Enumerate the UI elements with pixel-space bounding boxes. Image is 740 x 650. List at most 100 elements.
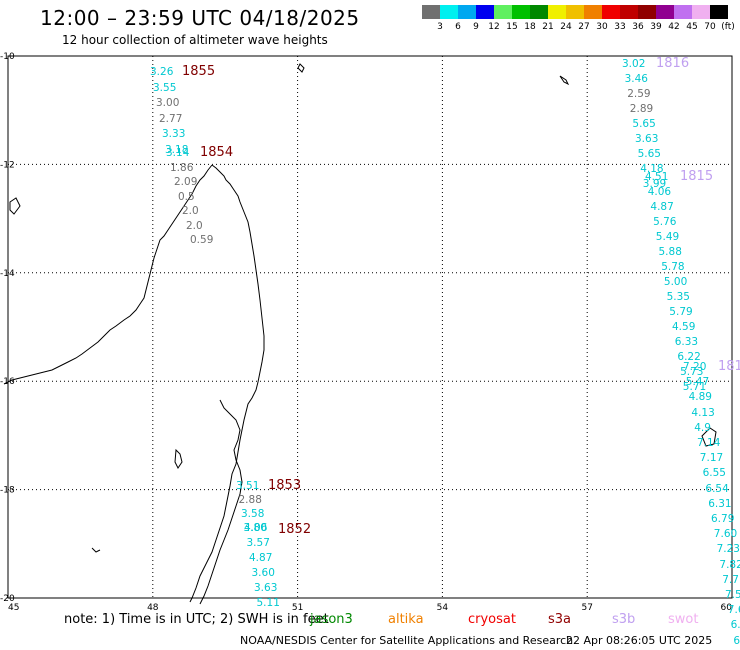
scale-label: 9 — [473, 22, 479, 32]
wave-height-label: 7.20 — [683, 361, 707, 373]
wave-height-label: 3.18 — [165, 143, 189, 156]
wave-height-label: 3.63 — [635, 133, 659, 145]
scale-label: 18 — [524, 22, 536, 32]
scale-swatch — [620, 5, 638, 19]
wave-height-label: 0.5 — [178, 190, 195, 203]
scale-label: 33 — [614, 22, 626, 32]
wave-height-label: 3.80 — [243, 522, 267, 534]
longitude-tick-label: 60 — [721, 603, 733, 613]
wave-height-label: 4.51 — [645, 171, 669, 183]
wave-height-label: 4.87 — [650, 201, 674, 213]
satellite-altika-label: altika — [388, 612, 424, 627]
wave-height-label: 6.79 — [711, 513, 735, 525]
scale-swatch — [656, 5, 674, 19]
wave-height-label: 3.55 — [153, 81, 177, 94]
satellite-s3b-label: s3b — [612, 612, 636, 627]
satellite-swot-label: swot — [668, 612, 699, 627]
track-time-label: 1815 — [680, 169, 714, 184]
satellite-jason3-label: jason3 — [310, 612, 353, 627]
wave-height-label: 4.18 — [640, 163, 664, 175]
wave-height-label: 5.49 — [655, 231, 680, 243]
wave-height-label: 4.06 — [647, 186, 672, 198]
scale-label: 24 — [560, 22, 572, 32]
wave-height-label: 3.14 — [166, 147, 190, 159]
scale-swatch — [476, 5, 494, 19]
wave-height-label: 3.26 — [150, 66, 174, 78]
scale-swatch — [674, 5, 692, 19]
wave-height-label: 7.17 — [699, 452, 724, 465]
scale-swatch — [638, 5, 656, 19]
madagascar-west-coast — [3, 164, 213, 385]
wave-height-label: 6.9 — [730, 619, 740, 632]
wave-height-label: 6.33 — [674, 336, 699, 348]
wave-height-label: 5.88 — [658, 246, 682, 258]
wave-height-label: 3.63 — [254, 582, 278, 594]
mayotte-island — [174, 448, 183, 469]
generated-timestamp: 22 Apr 08:26:05 UTC 2025 — [566, 634, 713, 647]
wave-height-label: 4.59 — [672, 321, 696, 333]
wave-height-label: 7.14 — [697, 437, 721, 449]
scale-swatch — [692, 5, 710, 19]
latitude-tick-label: -16 — [0, 377, 15, 387]
wave-height-label: 6. — [733, 634, 740, 647]
longitude-tick-label: 51 — [292, 603, 303, 613]
scale-swatch — [512, 5, 530, 19]
wave-height-label: 3.57 — [246, 537, 270, 549]
wave-height-label: 4.9 — [694, 421, 711, 434]
scale-swatch — [440, 5, 458, 19]
wave-height-label: 5.65 — [632, 118, 656, 130]
wave-height-label: 6.55 — [702, 467, 726, 480]
longitude-tick-label: 57 — [581, 603, 592, 613]
island-west — [91, 547, 101, 553]
wave-height-label: 6.22 — [677, 351, 701, 363]
latitude-tick-label: -14 — [0, 269, 15, 279]
island-north — [297, 63, 305, 73]
credit-line: NOAA/NESDIS Center for Satellite Applica… — [240, 634, 574, 647]
wave-height-label: 5.47 — [685, 376, 710, 389]
footer-note: note: 1) Time is in UTC; 2) SWH is in fe… — [64, 612, 329, 627]
wave-height-label: 3.02 — [622, 58, 646, 70]
longitude-tick-label: 45 — [8, 603, 19, 613]
wave-height-label: 6.54 — [705, 482, 729, 495]
wave-height-label: 5.35 — [666, 291, 690, 303]
scale-label: 70 — [704, 22, 716, 32]
track-time-label: 1854 — [200, 145, 234, 160]
wave-height-label: 5.76 — [653, 216, 677, 228]
wave-height-label: 3.60 — [251, 567, 275, 579]
wave-height-label: 0.59 — [190, 234, 214, 246]
wave-height-label: 2.59 — [627, 88, 651, 100]
scale-unit: (ft) — [721, 22, 735, 32]
wave-height-label: 4.06 — [244, 522, 268, 534]
wave-height-label: 2.0 — [186, 219, 203, 232]
wave-height-label: 3.51 — [236, 480, 260, 492]
map-title: 12:00 – 23:59 UTC 04/18/2025 — [40, 6, 360, 30]
wave-height-label: 5.00 — [663, 276, 688, 288]
wave-height-label: 7.60 — [713, 528, 738, 541]
scale-label: 39 — [650, 22, 662, 32]
wave-height-label: 1.86 — [170, 161, 194, 174]
coastline — [3, 63, 717, 605]
scale-label: 45 — [686, 22, 698, 32]
wave-height-label: 3.58 — [241, 508, 265, 520]
scale-swatch — [710, 5, 728, 19]
scale-label: 36 — [632, 22, 644, 32]
longitude-tick-label: 54 — [437, 603, 449, 613]
scale-swatch — [566, 5, 584, 19]
track-time-label: 1853 — [268, 478, 302, 493]
reunion-island — [701, 427, 717, 447]
latitude-tick-label: -18 — [0, 486, 15, 496]
track-time-label: 181 — [718, 359, 740, 374]
scale-swatch — [602, 5, 620, 19]
scale-label: 42 — [668, 22, 680, 32]
scale-swatch — [530, 5, 548, 19]
madagascar-south-west — [199, 399, 243, 605]
wave-height-label: 4.87 — [249, 552, 273, 564]
wave-height-label: 2.09 — [174, 176, 198, 188]
madagascar-coastline — [189, 164, 265, 603]
scale-swatch — [458, 5, 476, 19]
scale-label: 6 — [455, 22, 461, 32]
wave-height-label: 4.13 — [691, 406, 715, 419]
wave-height-label: 5.71 — [682, 381, 707, 393]
map-subtitle: 12 hour collection of altimeter wave hei… — [62, 33, 328, 47]
